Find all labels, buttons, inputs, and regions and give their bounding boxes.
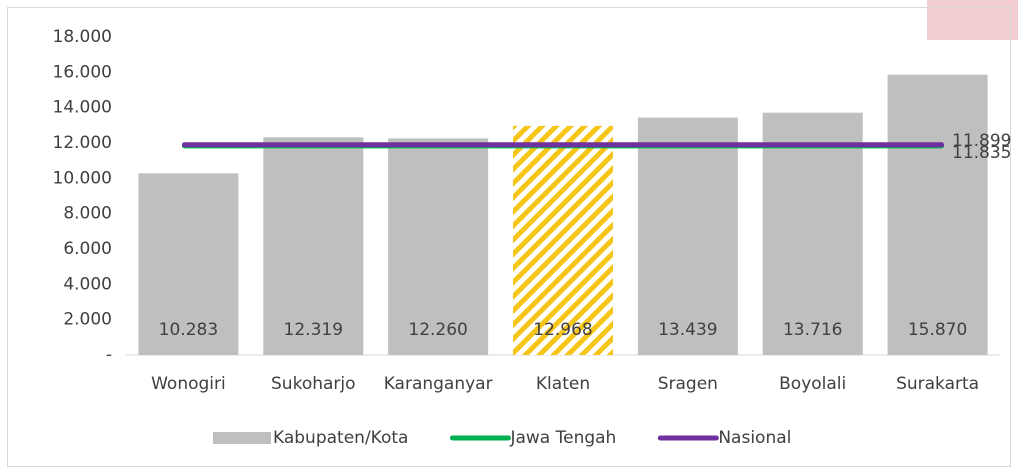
page: {"chart_data": {"type": "bar", "categori… [0, 0, 1018, 471]
y-tick-label: 14.000 [53, 98, 112, 118]
value-label: 13.439 [658, 320, 717, 340]
y-tick-label: 12.000 [53, 133, 112, 153]
bar [763, 113, 863, 355]
legend-label: Jawa Tengah [509, 428, 616, 448]
x-tick-label: Klaten [536, 374, 590, 394]
x-tick-label: Boyolali [779, 374, 846, 394]
value-label: 12.968 [533, 320, 592, 340]
reference-label: 11.899 [952, 131, 1011, 151]
y-tick-label: 18.000 [53, 27, 112, 47]
x-tick-label: Sragen [658, 374, 718, 394]
legend-label: Kabupaten/Kota [273, 428, 408, 448]
legend-label: Nasional [718, 428, 791, 448]
y-tick-label: 4.000 [63, 274, 112, 294]
legend-swatch [213, 432, 271, 444]
y-tick-label: 16.000 [53, 62, 112, 82]
x-tick-label: Karanganyar [384, 374, 493, 394]
y-tick-label: 6.000 [63, 239, 112, 259]
x-tick-label: Wonogiri [151, 374, 226, 394]
y-tick-label: 10.000 [53, 168, 112, 188]
corner-decoration [927, 0, 1018, 40]
x-tick-label: Surakarta [896, 374, 979, 394]
value-label: 12.260 [408, 320, 467, 340]
value-label: 10.283 [159, 320, 218, 340]
y-tick-label: 8.000 [63, 204, 112, 224]
value-label: 15.870 [908, 320, 967, 340]
y-tick-label: - [106, 345, 112, 365]
value-label: 13.716 [783, 320, 842, 340]
bar [888, 75, 988, 355]
x-tick-label: Sukoharjo [271, 374, 356, 394]
chart: - 2.000 4.000 6.000 8.000 10.000 12.000 14.000 1… [0, 0, 1018, 471]
y-tick-label: 2.000 [63, 310, 112, 330]
value-label: 12.319 [284, 320, 343, 340]
